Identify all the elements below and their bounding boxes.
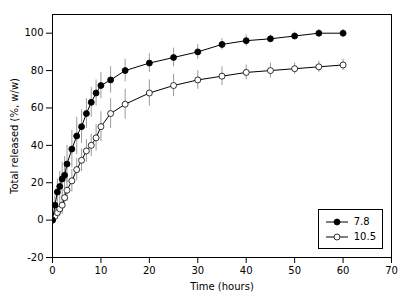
svg-text:100: 100 [24, 27, 43, 38]
svg-text:40: 40 [240, 265, 253, 276]
svg-text:40: 40 [31, 140, 44, 151]
html-text:10.5: 10.5 [353, 231, 376, 242]
html-text:7.8: 7.8 [353, 216, 370, 227]
svg-text:30: 30 [191, 265, 204, 276]
svg-text:Time (hours): Time (hours) [189, 281, 254, 292]
svg-text:0: 0 [37, 214, 43, 225]
svg-text:80: 80 [31, 65, 44, 76]
svg-text:60: 60 [337, 265, 350, 276]
svg-text:20: 20 [143, 265, 156, 276]
svg-text:70: 70 [385, 265, 398, 276]
svg-text:20: 20 [31, 177, 44, 188]
svg-text:60: 60 [31, 102, 44, 113]
svg-text:10: 10 [95, 265, 108, 276]
svg-text:0: 0 [49, 265, 55, 276]
svg-text:-20: -20 [27, 252, 43, 263]
svg-text:50: 50 [288, 265, 301, 276]
svg-text:Total released (%, w/w): Total released (%, w/w) [9, 78, 20, 195]
